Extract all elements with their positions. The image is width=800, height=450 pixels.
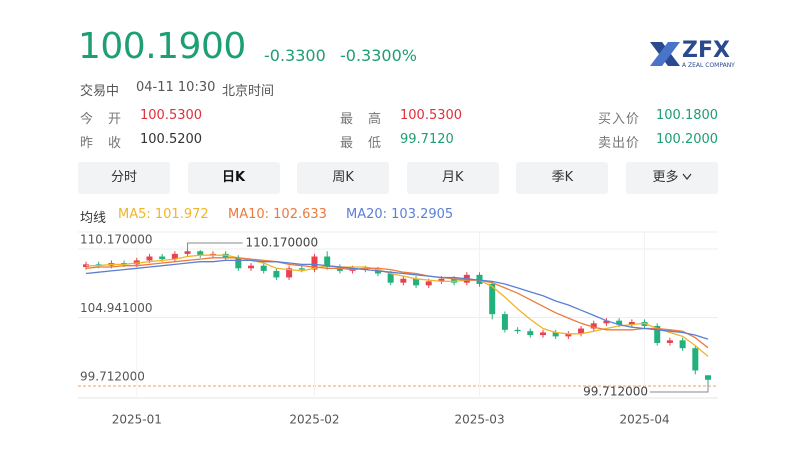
candle-body	[146, 256, 153, 261]
candle-body	[666, 340, 673, 343]
quote-value: 100.5300	[140, 108, 203, 123]
annotation-leader	[650, 386, 709, 393]
candle-body	[438, 278, 445, 282]
candle-body	[324, 256, 331, 267]
legend-title: 均线	[80, 211, 107, 226]
candle-body	[489, 284, 496, 315]
candle-body	[298, 268, 305, 270]
x-tick-label: 2025-01	[112, 413, 162, 427]
candle-body	[578, 328, 585, 334]
y-tick-label: 99.712000	[80, 370, 145, 384]
legend-entry: MA20: 103.2905	[346, 207, 454, 222]
candle-body	[692, 348, 699, 371]
change: -0.3300	[264, 46, 326, 65]
tab[interactable]: 周K	[297, 162, 390, 194]
quote-value: 100.5200	[140, 132, 203, 147]
candle-body	[260, 265, 267, 271]
candle-body	[209, 253, 216, 256]
logo: ZFX A ZEAL COMPANY	[648, 38, 738, 72]
quote-value: 100.2000	[656, 132, 719, 147]
quote-label: 昨 收	[80, 136, 123, 151]
candle-body	[374, 269, 381, 274]
x-tick-label: 2025-04	[619, 413, 669, 427]
candle-body	[501, 314, 508, 330]
ma-line	[85, 257, 709, 349]
candle-body	[476, 274, 483, 285]
candle-body	[679, 340, 686, 349]
candle-body	[273, 270, 280, 278]
candle-body	[197, 251, 204, 256]
annotation-leader	[187, 242, 243, 250]
tab[interactable]: 日K	[187, 162, 280, 194]
quote-label: 买入价	[598, 112, 641, 127]
candle-body	[616, 320, 623, 325]
logo-mark	[650, 42, 680, 66]
candle-body	[311, 256, 318, 270]
candle-body	[171, 253, 178, 260]
quote-value: 100.1800	[656, 108, 719, 123]
time: 04-11 10:30	[136, 80, 216, 95]
candle-body	[159, 256, 166, 260]
timezone: 北京时间	[222, 84, 275, 99]
legend-entry: MA5: 101.972	[118, 207, 209, 222]
candle-body	[286, 268, 293, 278]
y-tick-label: 110.170000	[80, 233, 153, 247]
candle-body	[527, 331, 534, 336]
candle-body	[565, 333, 572, 337]
candle-body	[235, 257, 242, 269]
quote-value: 100.5300	[400, 108, 463, 123]
legend-entry: MA10: 102.633	[228, 207, 327, 222]
candle-body	[400, 278, 407, 283]
price: 100.1900	[78, 26, 246, 67]
x-tick-label: 2025-02	[289, 413, 339, 427]
change-pct: -0.3300%	[340, 46, 417, 65]
tab[interactable]: 季K	[516, 162, 609, 194]
annotation: 99.712000	[583, 385, 648, 399]
candle-body	[425, 281, 432, 286]
candle-body	[451, 278, 458, 283]
tab[interactable]: 月K	[406, 162, 499, 194]
candle-body	[603, 320, 610, 324]
chevron	[682, 173, 691, 180]
candle-body	[628, 321, 635, 325]
tab[interactable]: 分时	[78, 162, 170, 194]
candle-body	[121, 263, 128, 265]
x-tick-label: 2025-03	[454, 413, 504, 427]
candle-body	[514, 329, 521, 332]
candle-body	[387, 273, 394, 283]
quote-label: 卖出价	[598, 136, 641, 151]
logo-text: ZFX	[682, 38, 730, 63]
candle-body	[184, 251, 191, 254]
candle-body	[248, 265, 255, 269]
logo-subtitle: A ZEAL COMPANY	[682, 62, 735, 69]
candle-body	[539, 332, 546, 336]
quote-value: 99.7120	[400, 132, 454, 147]
candle-body	[590, 323, 597, 329]
candle-body	[654, 325, 661, 343]
candle-body	[413, 278, 420, 286]
ma-line	[85, 259, 709, 340]
candle-body	[95, 264, 102, 266]
quote-label: 今 开	[80, 112, 123, 127]
quote-label: 最 低	[340, 136, 383, 151]
candle-body	[552, 332, 559, 337]
candle-body	[705, 375, 711, 380]
y-tick-label: 104.941000	[80, 301, 153, 315]
quote-label: 最 高	[340, 112, 383, 127]
tab[interactable]: 更多	[626, 162, 718, 194]
status: 交易中	[80, 84, 120, 99]
annotation: 110.170000	[246, 236, 319, 250]
